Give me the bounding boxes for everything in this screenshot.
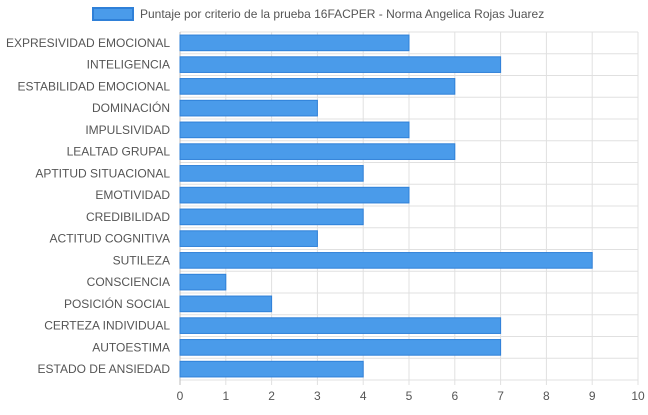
- bars: [179, 34, 593, 378]
- x-tick-label: 7: [497, 389, 504, 403]
- category-label: LEALTAD GRUPAL: [67, 145, 171, 159]
- legend[interactable]: Puntaje por criterio de la prueba 16FACP…: [92, 7, 544, 21]
- category-label: CONSCIENCIA: [87, 275, 170, 289]
- category-label: EXPRESIVIDAD EMOCIONAL: [6, 36, 170, 50]
- bar[interactable]: [179, 34, 410, 52]
- x-tick-label: 10: [631, 389, 645, 403]
- legend-swatch: [92, 7, 134, 21]
- x-tick-label: 8: [543, 389, 550, 403]
- bar[interactable]: [179, 208, 364, 226]
- category-label: INTELIGENCIA: [87, 58, 170, 72]
- x-axis-ticks: 0 1 2 3 4 5 6 7 8 9 10: [177, 389, 645, 403]
- category-label: POSICIÓN SOCIAL: [64, 296, 170, 311]
- x-tick-label: 0: [177, 389, 184, 403]
- x-tick-label: 5: [406, 389, 413, 403]
- bar[interactable]: [179, 143, 456, 160]
- category-label: DOMINACIÓN: [92, 100, 170, 115]
- bar[interactable]: [179, 273, 227, 291]
- category-label: CREDIBILIDAD: [86, 210, 170, 224]
- x-tick-label: 1: [222, 389, 229, 403]
- bar[interactable]: [179, 317, 502, 334]
- category-label: SUTILEZA: [113, 253, 170, 267]
- bar[interactable]: [179, 230, 318, 247]
- bar[interactable]: [179, 295, 273, 313]
- category-label: ACTITUD COGNITIVA: [50, 232, 170, 246]
- bar[interactable]: [179, 252, 593, 269]
- bar[interactable]: [179, 121, 410, 139]
- bar[interactable]: [179, 360, 364, 378]
- bar[interactable]: [179, 56, 502, 73]
- bar[interactable]: [179, 339, 502, 356]
- category-labels: EXPRESIVIDAD EMOCIONAL INTELIGENCIA ESTABI…: [6, 36, 170, 376]
- bar[interactable]: [179, 186, 410, 204]
- x-tick-label: 4: [360, 389, 367, 403]
- bar[interactable]: [179, 165, 364, 182]
- bar[interactable]: [179, 99, 318, 117]
- category-label: CERTEZA INDIVIDUAL: [44, 319, 170, 333]
- category-label: APTITUD SITUACIONAL: [35, 166, 170, 180]
- legend-label: Puntaje por criterio de la prueba 16FACP…: [140, 7, 544, 21]
- x-tick-label: 2: [268, 389, 275, 403]
- category-label: IMPULSIVIDAD: [85, 123, 170, 137]
- category-label: EMOTIVIDAD: [95, 188, 170, 202]
- bar[interactable]: [179, 78, 456, 95]
- x-tick-label: 6: [451, 389, 458, 403]
- category-label: AUTOESTIMA: [92, 340, 170, 354]
- category-label: ESTADO DE ANSIEDAD: [38, 362, 171, 376]
- x-tick-label: 3: [314, 389, 321, 403]
- category-label: ESTABILIDAD EMOCIONAL: [18, 79, 171, 93]
- x-tick-label: 9: [589, 389, 596, 403]
